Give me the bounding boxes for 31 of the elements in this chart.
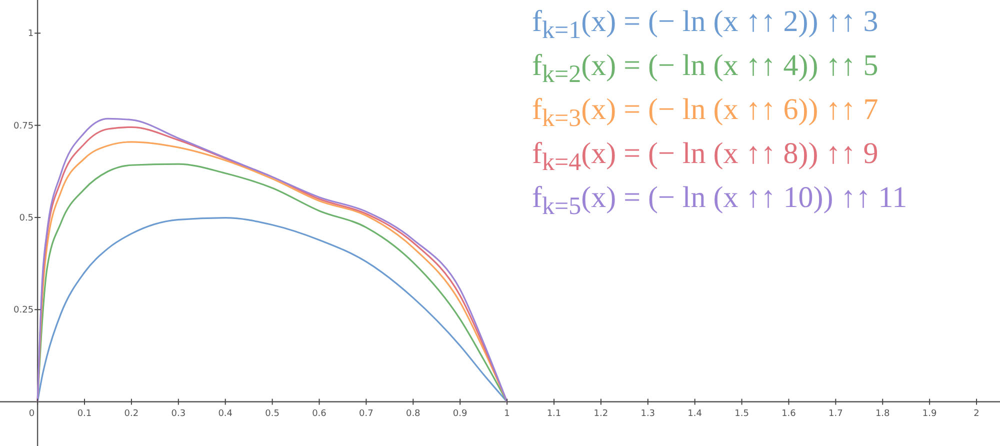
x-tick-label: 1.6 bbox=[782, 408, 796, 419]
text: f$_{k=1}$(x) = (− ln (x ↑↑ 2)) ↑↑ 3 bbox=[532, 4, 880, 46]
x-tick-label: 0.5 bbox=[265, 408, 280, 419]
x-tick-label: 2 bbox=[974, 408, 980, 419]
x-tick-label: 1.9 bbox=[922, 408, 937, 419]
x-tick-label: 0.3 bbox=[171, 408, 186, 419]
x-tick-label: 1.8 bbox=[875, 408, 890, 419]
y-tick-label: 0.5 bbox=[19, 213, 34, 224]
x-tick-label: 0.8 bbox=[406, 408, 421, 419]
x-tick-label: 1.3 bbox=[640, 408, 656, 419]
x-tick-label: 1.5 bbox=[734, 408, 749, 419]
text: f$_{k=5}$(x) = (− ln (x ↑↑ 10)) ↑↑ 11 bbox=[532, 180, 908, 222]
x-tick-label: 1.2 bbox=[594, 408, 608, 419]
x-tick-label: 0.9 bbox=[452, 408, 468, 419]
y-tick-label: 0.75 bbox=[14, 121, 34, 132]
x-tick-label: 1.1 bbox=[546, 408, 562, 419]
x-tick-label: 0 bbox=[28, 408, 35, 419]
y-tick-label: 1 bbox=[28, 29, 34, 40]
x-tick-label: 1.7 bbox=[828, 408, 843, 419]
x-tick-label: 0.1 bbox=[77, 408, 92, 419]
x-tick-label: 0.7 bbox=[359, 408, 374, 419]
text: f$_{k=3}$(x) = (− ln (x ↑↑ 6)) ↑↑ 7 bbox=[532, 92, 880, 134]
line-series bbox=[36, 217, 508, 403]
y-tick-label: 0.25 bbox=[14, 306, 34, 316]
text: f$_{k=2}$(x) = (− ln (x ↑↑ 4)) ↑↑ 5 bbox=[532, 48, 880, 90]
x-tick-label: 0.2 bbox=[124, 408, 139, 419]
text: f$_{k=4}$(x) = (− ln (x ↑↑ 8)) ↑↑ 9 bbox=[532, 136, 880, 178]
x-tick-label: 0.6 bbox=[312, 408, 327, 419]
x-tick-label: 1.4 bbox=[688, 408, 702, 419]
x-tick-label: 1 bbox=[504, 408, 510, 419]
x-tick-label: 0.4 bbox=[218, 408, 233, 419]
